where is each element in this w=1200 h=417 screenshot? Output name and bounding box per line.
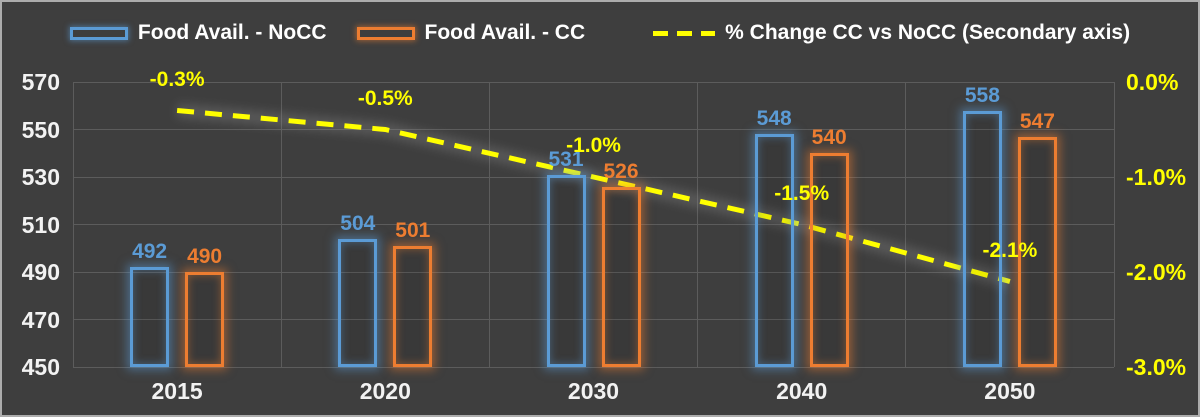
- x-axis-label-2020: 2020: [359, 378, 411, 404]
- secondary-axis-tick-label: 0.0%: [1126, 69, 1179, 95]
- gridline-vertical: [1113, 82, 1115, 367]
- bar-value-label: 504: [340, 211, 376, 235]
- gridline-vertical: [488, 82, 490, 367]
- gridline-horizontal: [73, 129, 1114, 130]
- primary-axis-tick-label: 530: [21, 164, 60, 190]
- bar-cc-2050[interactable]: [1017, 136, 1057, 367]
- legend-label-pct-change: % Change CC vs NoCC (Secondary axis): [725, 21, 1131, 44]
- legend-item-nocc[interactable]: Food Avail. - NoCC: [69, 21, 327, 45]
- pct-change-point-label: -2.1%: [982, 238, 1038, 262]
- bar-nocc-2020[interactable]: [338, 238, 378, 367]
- pct-change-point-label: -0.5%: [357, 86, 413, 110]
- chart-legend: Food Avail. - NoCC Food Avail. - CC % Ch…: [2, 21, 1198, 45]
- bar-cc-2030[interactable]: [601, 186, 641, 367]
- pct-change-point-label: -1.5%: [774, 181, 830, 205]
- nocc-series-swatch: [69, 26, 128, 40]
- legend-item-pct-change[interactable]: % Change CC vs NoCC (Secondary axis): [653, 21, 1130, 45]
- gridline-vertical: [280, 82, 282, 367]
- bar-value-label: 558: [964, 83, 1000, 107]
- secondary-axis-tick-label: -3.0%: [1126, 354, 1187, 380]
- legend-label-nocc: Food Avail. - NoCC: [137, 21, 327, 44]
- pct-change-line[interactable]: [176, 108, 1011, 284]
- primary-axis-tick-label: 450: [21, 354, 60, 380]
- pct-change-line-swatch: [653, 30, 716, 36]
- pct-change-point-label: -1.0%: [566, 134, 621, 157]
- primary-axis-tick-label: 550: [21, 116, 60, 143]
- legend-item-cc[interactable]: Food Avail. - CC: [356, 21, 586, 45]
- pct-change-point-label: -0.3%: [149, 67, 205, 91]
- bar-value-label: 526: [603, 159, 639, 183]
- primary-axis-tick-label: 510: [21, 211, 60, 238]
- gridline-horizontal: [73, 319, 1114, 320]
- legend-label-cc: Food Avail. - CC: [424, 21, 586, 44]
- gridline-horizontal: [73, 81, 1114, 83]
- x-axis-label-2030: 2030: [567, 378, 620, 404]
- primary-axis-tick-label: 470: [21, 306, 60, 333]
- x-axis-label-2015: 2015: [151, 378, 203, 404]
- bar-value-label: 501: [395, 218, 431, 242]
- bar-cc-2015[interactable]: [185, 272, 225, 367]
- bar-value-label: 547: [1019, 109, 1055, 133]
- bar-nocc-2040[interactable]: [754, 134, 794, 367]
- gridline-horizontal: [73, 366, 1114, 368]
- gridline-horizontal: [73, 224, 1114, 225]
- x-axis-label-2040: 2040: [776, 378, 828, 404]
- secondary-axis-tick-label: -1.0%: [1126, 164, 1187, 190]
- bar-nocc-2015[interactable]: [130, 267, 170, 367]
- gridline-vertical: [72, 82, 74, 367]
- primary-axis-tick-label: 570: [21, 69, 60, 95]
- secondary-axis-tick-label: -2.0%: [1126, 259, 1187, 285]
- bar-cc-2020[interactable]: [393, 245, 433, 367]
- bar-value-label: 540: [811, 126, 847, 150]
- bar-value-label: 548: [756, 107, 792, 131]
- primary-axis-tick-label: 490: [21, 259, 60, 285]
- cc-series-swatch: [356, 26, 415, 40]
- gridline-vertical: [905, 82, 907, 367]
- bar-value-label: 490: [187, 245, 223, 268]
- gridline-horizontal: [73, 271, 1114, 273]
- bar-value-label: 492: [132, 240, 168, 264]
- gridline-vertical: [697, 82, 699, 367]
- x-axis-label-2050: 2050: [984, 378, 1036, 404]
- bar-nocc-2030[interactable]: [546, 174, 586, 367]
